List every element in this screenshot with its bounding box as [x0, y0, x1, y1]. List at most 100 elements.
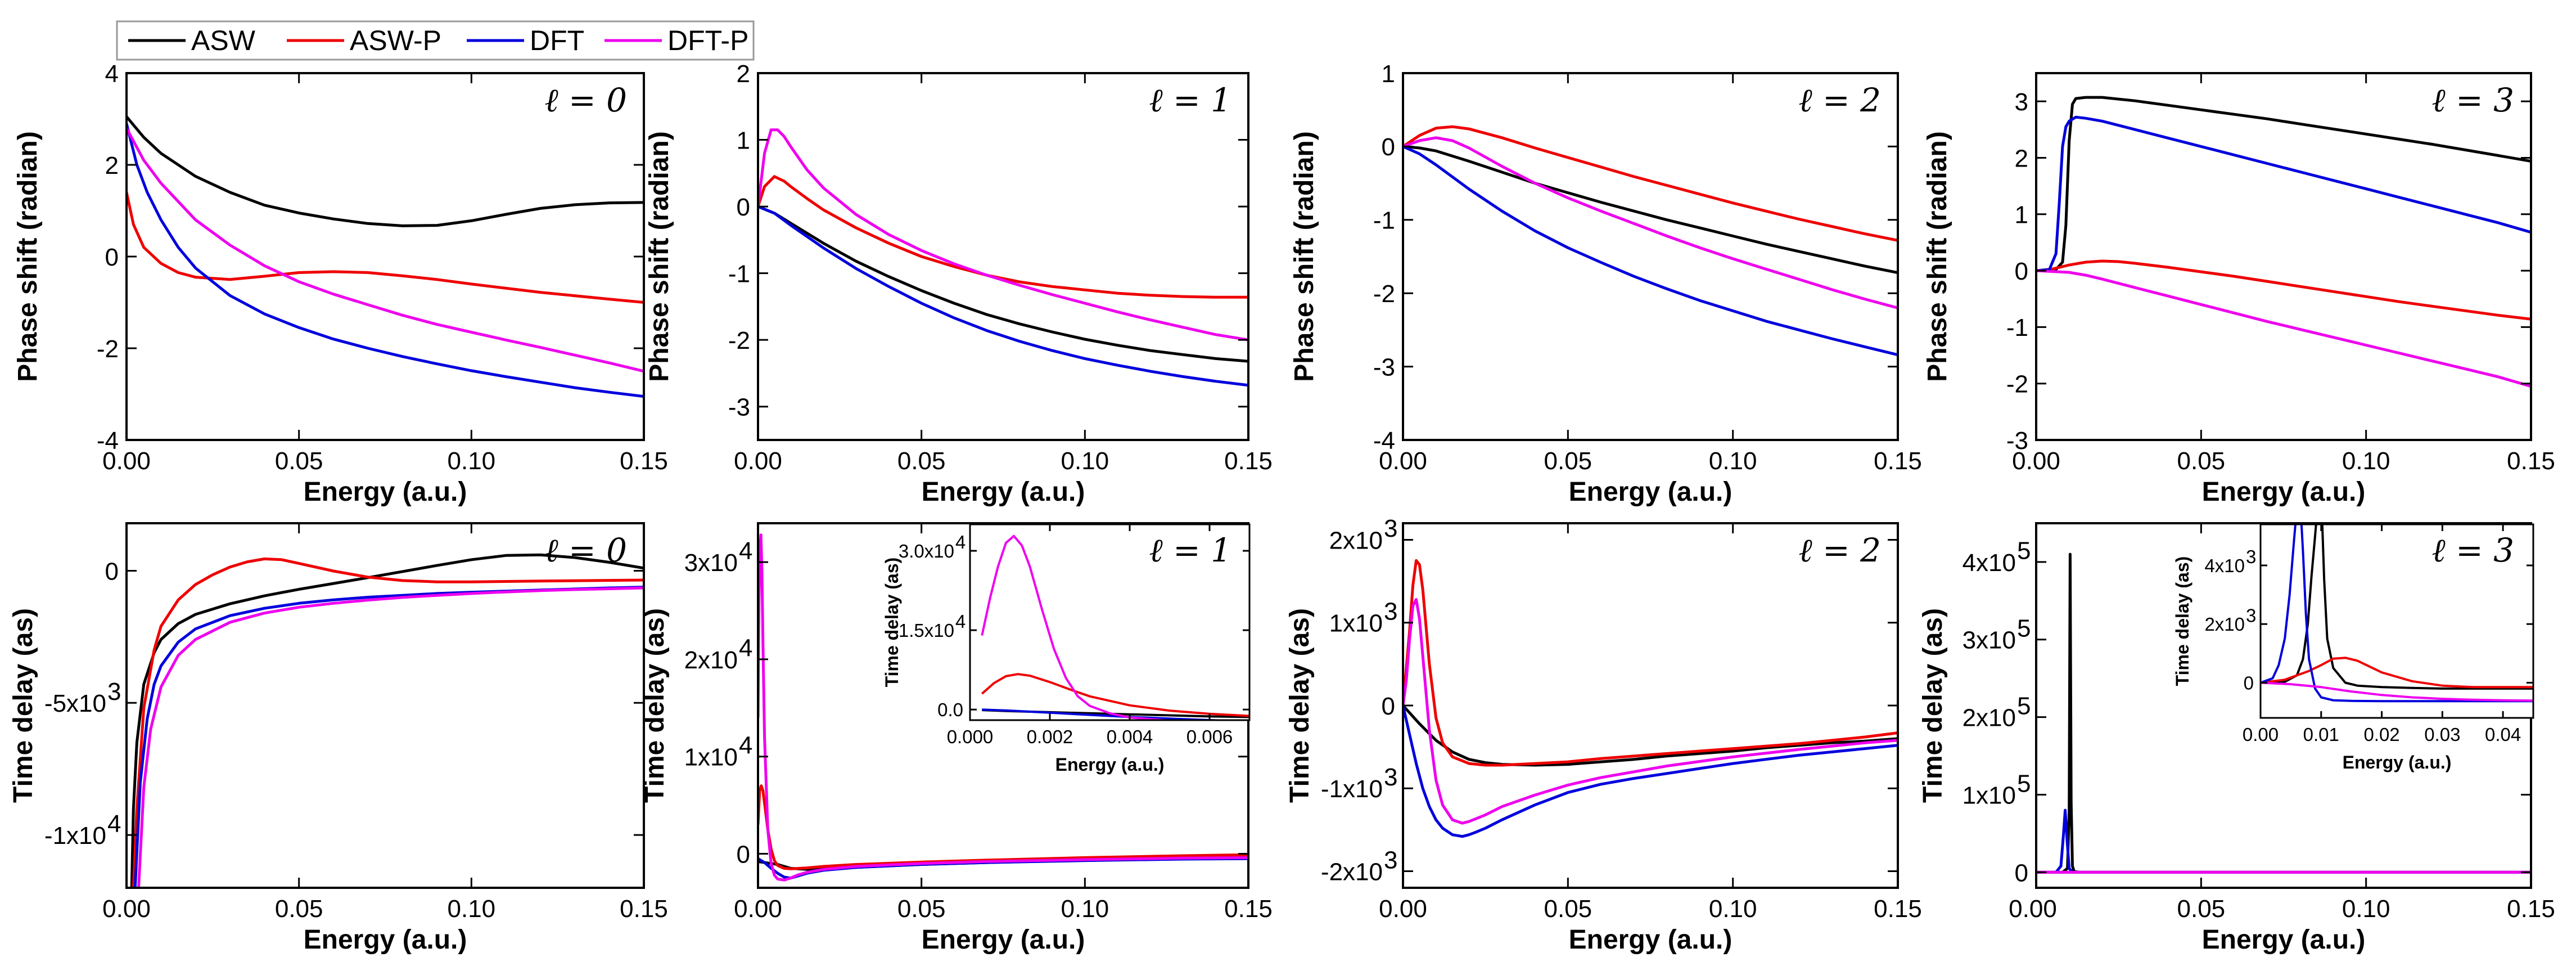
panel-delay-l1-xtick-label: 0.05	[897, 895, 946, 923]
panel-delay-l3-inset-series-dft-p	[2261, 681, 2533, 702]
panel-phase-l1-ytick-label: -1	[728, 260, 750, 287]
panel-phase-l0-series-asw	[127, 115, 644, 227]
panel-delay-l2-xtick-label: 0.00	[1379, 895, 1427, 923]
panel-delay-l1-ytick-label: 1x10	[684, 744, 738, 771]
legend: ASW ASW-P DFT DFT-P	[116, 20, 755, 61]
panel-delay-l2-ell-label: ℓ = 2	[1798, 531, 1881, 569]
panel-phase-l2-ytick-label: 1	[1382, 60, 1395, 88]
panel-phase-l1-group: 0.00 0.05 0.10 0.15 -3 -2 -1 0 1 2 Energy (a.u.) Ph…	[644, 60, 1273, 507]
panel-delay-l2-series-asw	[1403, 704, 1898, 767]
panel-delay-l3-xlabel: Energy (a.u.)	[2202, 925, 2366, 955]
panel-phase-l2-frame	[1402, 72, 1899, 441]
panel-phase-l3-series-dft-p	[2036, 269, 2531, 388]
panel-delay-l1-inset-series-asw-p	[981, 673, 1249, 717]
panel-delay-l3-inset-xtick-label: 0.00	[2243, 724, 2279, 745]
panel-delay-l2-ytick-label: 0	[1382, 693, 1395, 720]
panel-phase-l1-series-group	[758, 128, 1248, 387]
panel-delay-l3-ytick-exponent: 5	[2017, 615, 2031, 643]
panel-delay-l3-inset-frame	[2259, 523, 2534, 719]
panel-delay-l3-inset-ytick-label: 2x10	[2204, 614, 2245, 635]
panel-phase-l1-series-asw-p	[758, 175, 1248, 299]
panel-delay-l0-ytick-exponent: 3	[107, 678, 121, 706]
panel-delay-l3-ylabel: Time delay (as)	[1918, 608, 1948, 803]
panel-delay-l3-inset-series-dft	[2261, 524, 2533, 703]
panel-phase-l3-ytick-label: -1	[2006, 314, 2028, 342]
panel-delay-l2-ytick-exponent: 3	[1384, 515, 1397, 542]
panel-phase-l1-series-dft	[758, 205, 1248, 387]
panel-phase-l1-ytick-label: -3	[728, 394, 750, 421]
panel-phase-l0-xtick-label: 0.10	[448, 447, 496, 475]
panel-delay-l1-xtick-label: 0.00	[734, 895, 782, 923]
panel-delay-l3-xtick-label: 0.05	[2177, 895, 2226, 923]
panel-phase-l2-series-asw-p	[1403, 125, 1898, 242]
panel-delay-l0-group: 0.00 0.05 0.10 0.15 -1x10 4 -5x10 3 0 Energy (a.u…	[8, 522, 668, 955]
panel-delay-l3-inset-xtick-label: 0.04	[2485, 724, 2521, 745]
panel-delay-l2-series-dft	[1403, 705, 1898, 838]
panel-delay-l1-ytick-label: 2x10	[684, 646, 738, 674]
panel-delay-l0-series-asw	[130, 553, 644, 888]
panel-delay-l1-xlabel: Energy (a.u.)	[922, 925, 1085, 955]
panel-phase-l3-ytick-label: 1	[2015, 201, 2028, 229]
panel-delay-l0-ytick-exponent: 4	[107, 810, 121, 838]
panel-phase-l0-ytick-label: 2	[105, 152, 119, 179]
panel-phase-l3-group: 0.00 0.05 0.10 0.15 -3 -2 -1 0 1 2 3 Energy (a.u.) P…	[1923, 72, 2555, 507]
legend-label-asw: ASW	[191, 25, 256, 56]
panel-delay-l1-inset-ylabel: Time delay (as)	[882, 558, 902, 688]
legend-label-asw-p: ASW-P	[350, 25, 441, 56]
panel-phase-l3-ytick-label: 2	[2015, 145, 2028, 172]
panel-delay-l0-xtick-label: 0.15	[620, 895, 668, 923]
panel-phase-l1-ytick-label: 0	[737, 194, 750, 221]
panel-phase-l3-frame	[2035, 72, 2532, 441]
panel-delay-l2-ytick-exponent: 3	[1384, 597, 1397, 625]
panel-delay-l2-series-group	[1403, 559, 1898, 838]
panel-delay-l0-background	[127, 523, 644, 888]
panel-phase-l2-ytick-label: -2	[1373, 280, 1395, 308]
panel-delay-l3-inset-series-asw	[2261, 524, 2533, 690]
panel-delay-l1-ytick-exponent: 4	[739, 537, 752, 565]
panel-delay-l0-ylabel: Time delay (as)	[8, 608, 38, 803]
panel-phase-l2-ytick-label: -1	[1373, 207, 1395, 235]
panel-delay-l3-ytick-exponent: 5	[2017, 537, 2031, 565]
panel-delay-l0-ytick-label: -5x10	[44, 690, 106, 717]
panel-phase-l3-ylabel: Phase shift (radian)	[1923, 131, 1952, 381]
panel-delay-l3-series-group	[2036, 552, 2531, 874]
panel-delay-l2-ylabel: Time delay (as)	[1285, 608, 1315, 803]
panel-phase-l0-ytick-label: 0	[105, 244, 119, 271]
panel-delay-l3-ytick-label: 0	[2015, 859, 2028, 887]
panel-delay-l1-inset-series-group	[981, 534, 1249, 720]
panel-phase-l3-xtick-label: 0.15	[2507, 447, 2555, 475]
panel-delay-l1-xtick-label: 0.15	[1224, 895, 1273, 923]
panel-phase-l2-xtick-label: 0.15	[1874, 447, 1922, 475]
panel-phase-l0-series-dft-p	[127, 127, 644, 373]
panel-phase-l0-ytick-label: 4	[105, 60, 119, 88]
panel-delay-l0-xtick-label: 0.00	[102, 895, 151, 923]
legend-label-dft-p: DFT-P	[667, 25, 748, 56]
panel-delay-l3-inset-ytick-label: 0	[2244, 672, 2254, 693]
panel-delay-l1-inset-ytick-exponent: 4	[955, 611, 966, 632]
panel-delay-l1-inset-xtick-label: 0.006	[1187, 726, 1233, 747]
panel-delay-l1-ytick-exponent: 4	[739, 635, 752, 662]
panel-phase-l0-series-group	[127, 115, 644, 398]
panel-delay-l3-ell-label: ℓ = 3	[2431, 531, 2514, 569]
panel-phase-l3-ytick-label: -3	[2006, 427, 2028, 455]
panel-delay-l3-inset-xlabel: Energy (a.u.)	[2343, 752, 2452, 772]
panel-phase-l3-series-group	[2036, 96, 2531, 388]
panel-delay-l2-xtick-label: 0.05	[1544, 895, 1592, 923]
panel-delay-l3-ytick-exponent: 5	[2017, 770, 2031, 797]
panel-phase-l1-xtick-label: 0.05	[897, 447, 946, 475]
panel-delay-l1-inset-xlabel: Energy (a.u.)	[1055, 754, 1165, 775]
panel-phase-l2-xtick-label: 0.10	[1709, 447, 1757, 475]
panel-delay-l1-ytick-label: 3x10	[684, 549, 738, 577]
panel-phase-l3-xtick-label: 0.10	[2342, 447, 2390, 475]
panel-delay-l3-inset-xtick-label: 0.03	[2424, 724, 2460, 745]
panel-phase-l2-series-dft	[1403, 145, 1898, 357]
panel-delay-l1-inset-series-dft-p	[981, 534, 1193, 720]
panel-phase-l0-ylabel: Phase shift (radian)	[13, 131, 43, 381]
panel-phase-l3-xtick-label: 0.05	[2177, 447, 2226, 475]
panel-phase-l2-ylabel: Phase shift (radian)	[1289, 131, 1319, 381]
panel-delay-l1-inset-ytick-label: 1.5x10	[899, 620, 954, 641]
